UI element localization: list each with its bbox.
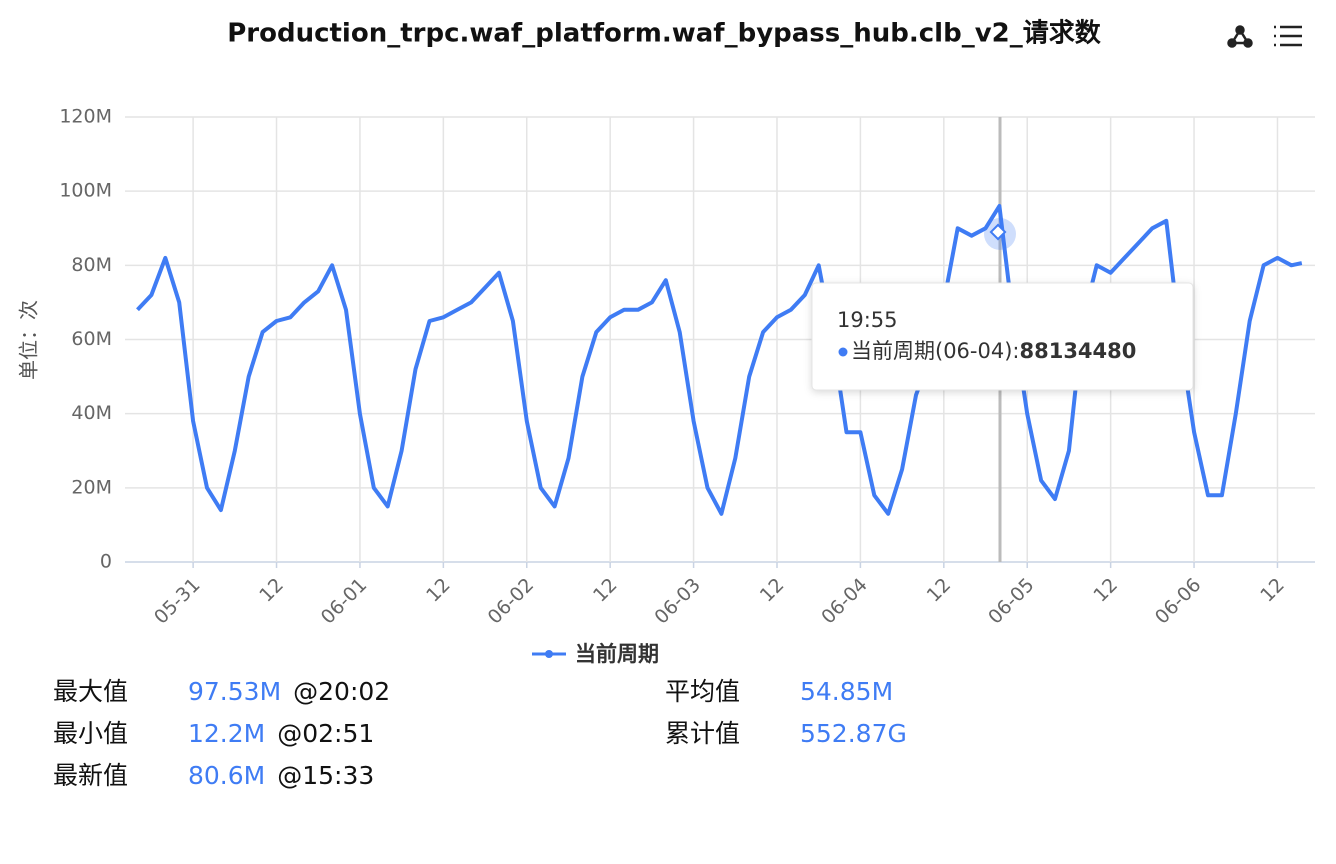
y-axis-label: 单位：次: [17, 300, 41, 380]
x-tick-label: 05-31: [150, 574, 205, 629]
x-tick-label: 12: [422, 574, 455, 607]
x-tick-label: 06-04: [817, 574, 872, 629]
y-tick-label: 100M: [59, 180, 112, 202]
stat-time: @20:02: [293, 677, 390, 706]
stat-number: 54.85M: [800, 677, 893, 706]
x-tick-label: 12: [756, 574, 789, 607]
icons[interactable]: [1227, 25, 1303, 48]
x-tick-label: 12: [1089, 574, 1122, 607]
y-tick-label: 120M: [59, 106, 112, 128]
legend[interactable]: 当前周期: [532, 642, 659, 666]
x-tick-label: 12: [1256, 574, 1289, 607]
x-tick-label: 06-03: [650, 574, 705, 629]
stat-number: 80.6M: [188, 761, 265, 790]
x-tick-label: 06-01: [317, 574, 372, 629]
stat-value: 552.87G: [800, 719, 907, 748]
legend-dot: [545, 650, 553, 658]
tooltip-box: [811, 282, 1194, 391]
y-tick-label: 0: [100, 551, 112, 573]
hover-point: [989, 223, 1007, 241]
x-tick-label: 06-05: [984, 574, 1039, 629]
stat-number: 552.87G: [800, 719, 907, 748]
x-tick-label: 12: [589, 574, 622, 607]
stat-label: 最小值: [53, 719, 128, 748]
x-tick-label: 12: [255, 574, 288, 607]
stat-label: 平均值: [665, 677, 740, 706]
y-tick-label: 20M: [71, 476, 112, 498]
series-line: [136, 204, 1303, 516]
tooltip-time: 19:55: [837, 308, 898, 332]
tooltip-dot: [838, 347, 848, 357]
x-tick-label: 06-06: [1151, 574, 1206, 629]
stat-value: 80.6M @15:33: [188, 761, 374, 790]
x-tick-label: 12: [923, 574, 956, 607]
stat-value: 97.53M @20:02: [188, 677, 390, 706]
stat-value: 12.2M @02:51: [188, 719, 374, 748]
stat-label: 最大值: [53, 677, 128, 706]
chart-title: Production_trpc.waf_platform.waf_bypass_…: [227, 19, 1102, 49]
y-tick-label: 60M: [71, 328, 112, 350]
stat-label: 最新值: [53, 761, 128, 790]
y-tick-label: 40M: [71, 402, 112, 424]
y-tick-label: 80M: [71, 254, 112, 276]
stat-value: 54.85M: [800, 677, 893, 706]
stat-time: @15:33: [277, 761, 374, 790]
stat-time: @02:51: [277, 719, 374, 748]
stat-number: 12.2M: [188, 719, 265, 748]
tooltip-value: 88134480: [1019, 339, 1136, 363]
stat-label: 累计值: [665, 719, 740, 748]
legend-label: 当前周期: [575, 642, 659, 666]
stat-number: 97.53M: [188, 677, 281, 706]
tooltip-series: 当前周期(06-04):: [851, 339, 1019, 363]
tooltip-label: 当前周期(06-04):88134480: [851, 339, 1136, 363]
tooltip: 19:55 当前周期(06-04):88134480: [811, 282, 1194, 391]
x-tick-label: 06-02: [484, 574, 539, 629]
